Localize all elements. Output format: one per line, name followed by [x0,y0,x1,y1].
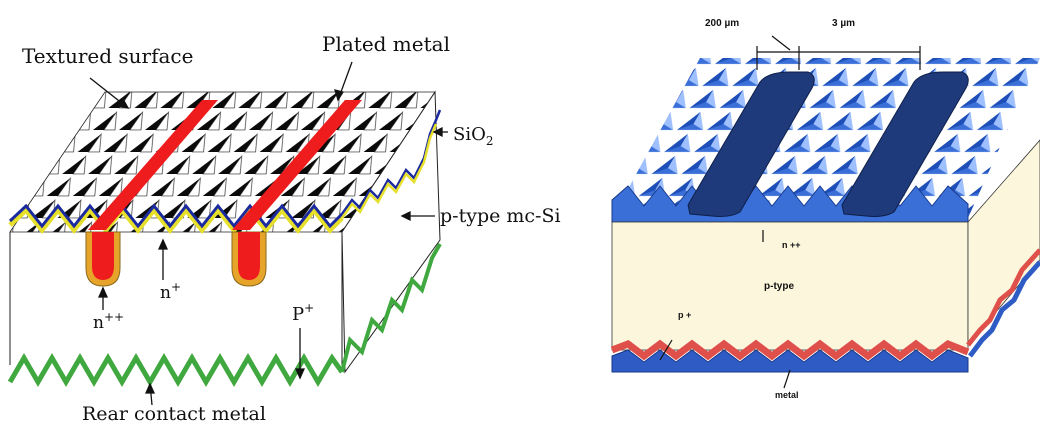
right-solar-cell-diagram: 200 µm 3 µm n ++ p-type p + metal [610,18,1040,400]
plated-metal-finger-1 [88,100,218,230]
right-side-face [341,90,441,374]
bulk-side-face [967,139,1040,347]
left-solar-cell-diagram: Textured surface Plated metal SiO2 p-typ… [7,32,561,423]
label-n-plus-plus-right: n ++ [782,240,801,250]
label-p-plus-right: p + [678,310,691,320]
label-200-um: 200 µm [705,18,739,29]
side-rear-metal [966,248,1040,347]
front-finger-1 [687,71,815,217]
rear-contact-metal-line [7,353,345,387]
side-rear-metal-line [340,243,442,373]
label-p-plus: P+ [292,301,314,325]
front-finger-2 [841,71,969,217]
label-p-type-mc-si: p-type mc-Si [440,205,561,227]
label-n-plus-plus: n++ [93,310,124,333]
label-textured-surface: Textured surface [22,44,193,68]
label-p-type-right: p-type [764,281,794,292]
label-3-um: 3 µm [832,18,855,29]
dimension-markers [659,35,921,389]
n-plus-layer-line [8,205,344,235]
label-n-plus: n+ [160,280,181,303]
plated-metal-finger-2 [232,100,362,230]
label-sio2: SiO2 [453,124,494,148]
rear-metal-layer [611,349,969,373]
side-yellow-zigzag [340,123,438,219]
side-sio2-zigzag [340,109,442,215]
label-metal-right: metal [775,390,799,400]
annotation-arrows [89,61,448,406]
sio2-layer-line [8,203,344,229]
p-plus-layer [610,339,970,361]
label-rear-contact-metal: Rear contact metal [82,403,266,423]
label-plated-metal: Plated metal [322,32,450,56]
